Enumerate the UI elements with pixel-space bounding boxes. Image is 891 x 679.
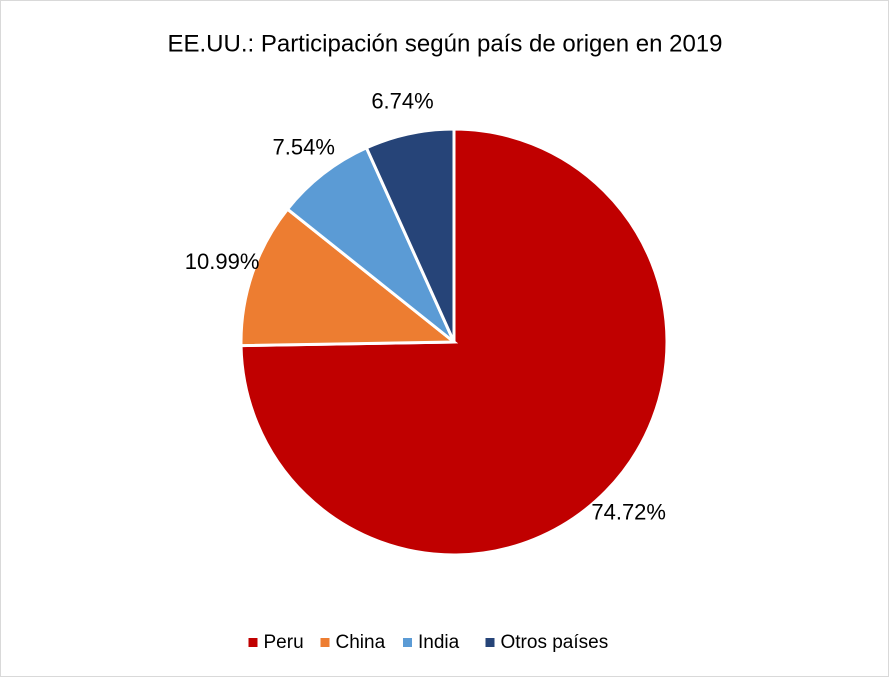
legend-swatch bbox=[320, 638, 330, 647]
data-label: 10.99% bbox=[185, 249, 260, 274]
chart-title: EE.UU.: Participación según país de orig… bbox=[167, 30, 722, 57]
data-label: 74.72% bbox=[591, 500, 666, 525]
legend-label: China bbox=[336, 632, 386, 653]
legend-label: India bbox=[418, 632, 460, 653]
legend-swatch bbox=[485, 638, 495, 647]
pie-slice bbox=[364, 127, 456, 343]
legend-swatch bbox=[248, 638, 258, 647]
pie-slice bbox=[239, 207, 459, 348]
data-label: 7.54% bbox=[273, 134, 335, 159]
data-label: 6.74% bbox=[371, 88, 433, 113]
legend-label: Peru bbox=[264, 632, 304, 653]
pie-slice bbox=[285, 145, 456, 344]
legend-swatch bbox=[403, 638, 412, 647]
legend-label: Otros países bbox=[501, 632, 609, 653]
